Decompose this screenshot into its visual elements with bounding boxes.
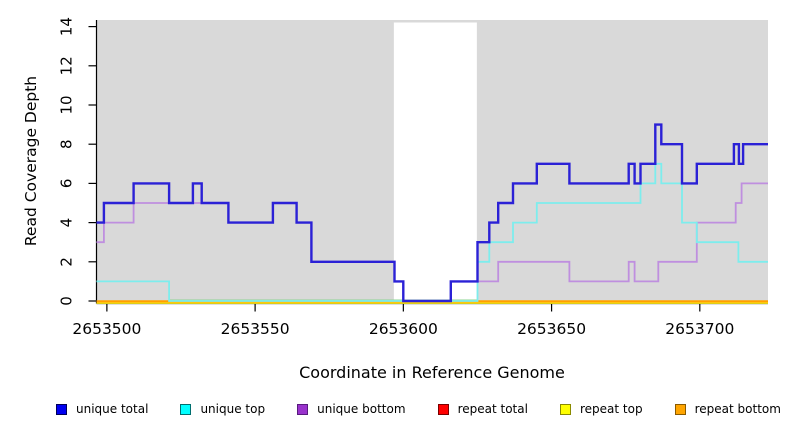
y-tick-label: 4 [58,218,76,228]
legend-swatch-repeat-top [559,403,571,415]
x-tick-label: 2653600 [369,320,438,338]
y-tick-label: 2 [58,257,76,267]
series-line-unique-total [96,123,768,303]
legend-item-unique-total: unique total [56,402,148,416]
legend-item-repeat-total: repeat total [437,402,528,416]
x-tick-label: 2653500 [72,320,141,338]
legend-label-repeat-bottom: repeat bottom [694,402,781,416]
y-tick-label: 8 [58,139,76,149]
y-tick-label: 6 [58,179,76,189]
legend-swatch-unique-top [180,403,192,415]
x-tick-label: 2653550 [221,320,290,338]
legend-swatch-repeat-total [437,403,449,415]
legend-swatch-unique-total [56,403,67,415]
legend-label-unique-top: unique top [200,402,266,416]
y-axis-title: Read Coverage Depth [22,75,40,247]
y-tick-label: 12 [58,56,76,75]
x-tick-label: 2653650 [517,320,586,338]
legend-swatch-repeat-bottom [674,403,686,415]
y-tick-label: 0 [58,296,76,306]
legend-label-unique-bottom: unique bottom [317,402,406,416]
legend-item-repeat-top: repeat top [559,402,643,416]
coverage-gap-band [393,22,477,304]
y-tick-label: 14 [58,17,76,36]
legend: unique total unique top unique bottom repea… [56,400,781,418]
legend-label-repeat-top: repeat top [579,402,643,416]
x-axis-title: Coordinate in Reference Genome [299,363,565,382]
legend-swatch-unique-bottom [297,403,309,415]
y-tick-label: 10 [58,95,76,114]
legend-label-repeat-total: repeat total [457,402,528,416]
legend-item-repeat-bottom: repeat bottom [674,402,781,416]
x-tick-label: 2653700 [665,320,734,338]
legend-label-unique-total: unique total [76,402,149,416]
legend-item-unique-bottom: unique bottom [297,402,406,416]
legend-item-unique-top: unique top [180,402,265,416]
